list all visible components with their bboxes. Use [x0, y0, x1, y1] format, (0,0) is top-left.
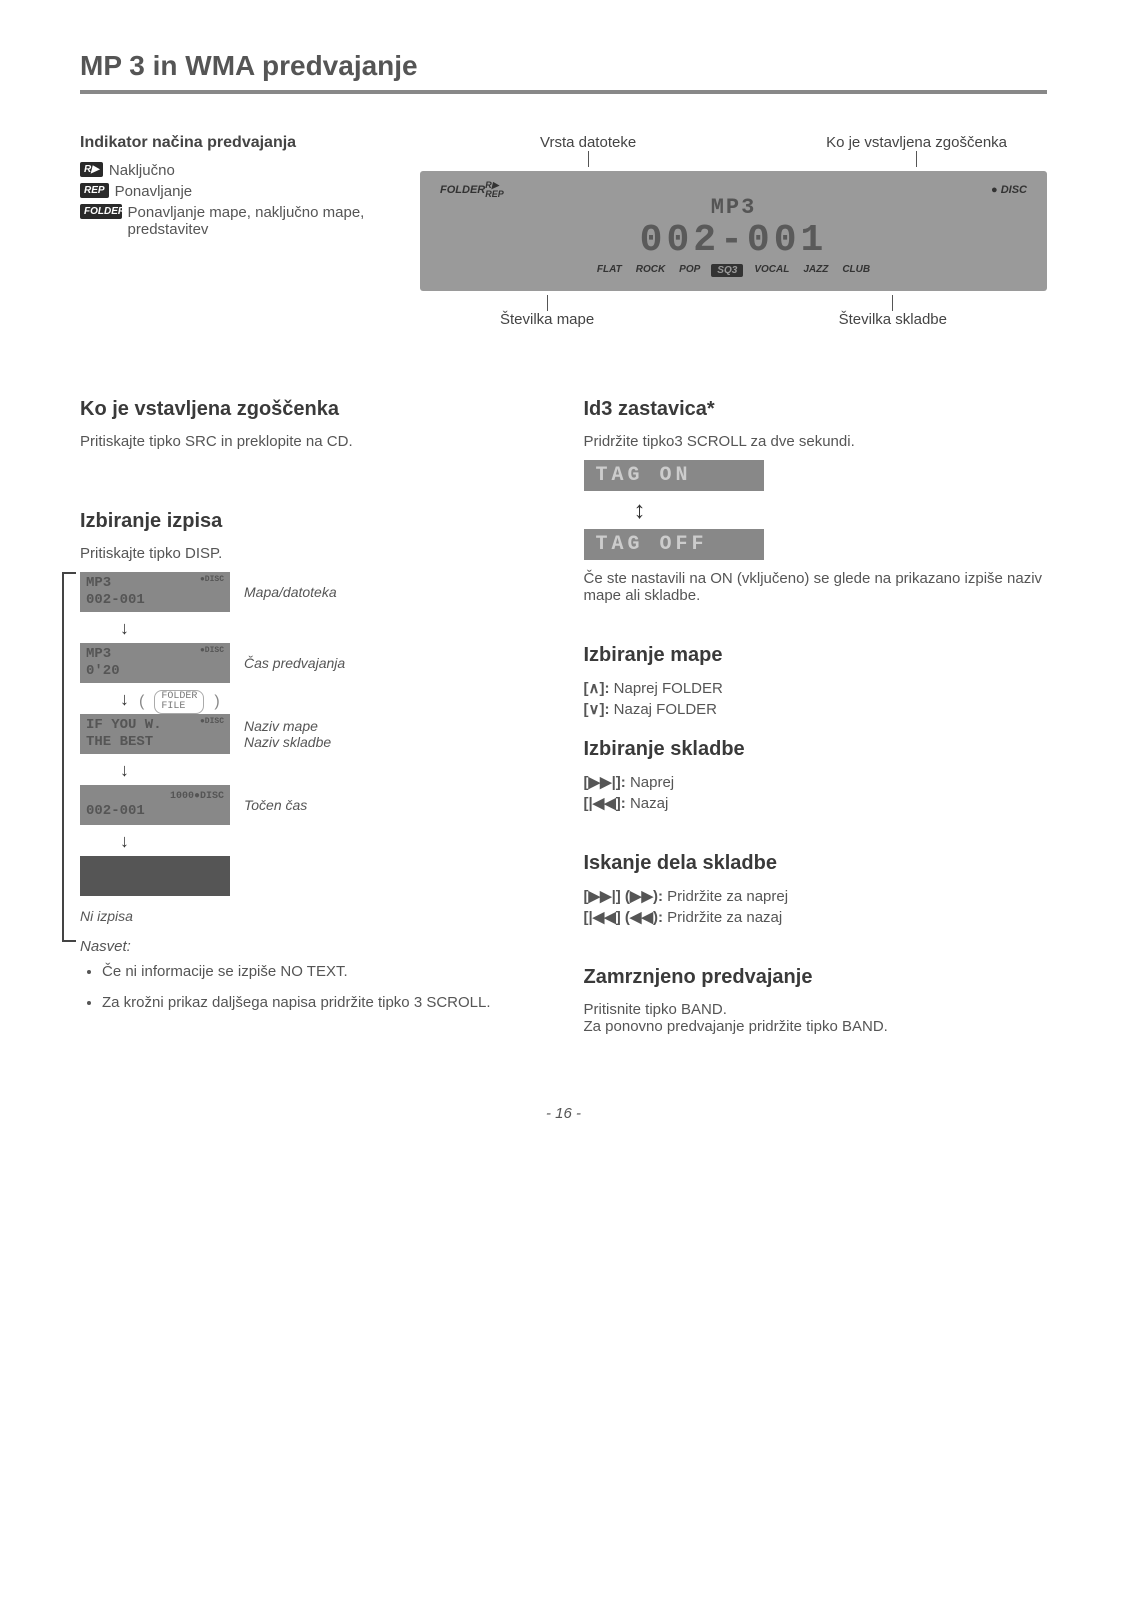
down-arrow-icon: ↓: [120, 689, 129, 710]
display-panel-wrap: Vrsta datoteke Ko je vstavljena zgoščenk…: [420, 134, 1047, 328]
mini-lcd-blank: [80, 856, 230, 896]
callout-bottom: Številka mape Številka skladbe: [420, 291, 1047, 328]
left-column: Ko je vstavljena zgoščenka Pritiskajte t…: [80, 378, 544, 1045]
bullet-item: Če ni informacije se izpiše NO TEXT.: [102, 963, 544, 980]
bullet-list: Če ni informacije se izpiše NO TEXT. Za …: [80, 963, 544, 1011]
two-col: Ko je vstavljena zgoščenka Pritiskajte t…: [80, 378, 1047, 1045]
badge-rep-icon: REP: [80, 183, 109, 198]
sec-display-select-title: Izbiranje izpisa: [80, 510, 544, 533]
mini-lcd: MP3●DISC 002-001: [80, 572, 230, 612]
lcd-format: MP3: [440, 197, 1027, 219]
loop-bracket-icon: [62, 572, 76, 942]
disp-row: MP3●DISC 002-001 Mapa/datoteka: [80, 572, 544, 612]
down-symbol-icon: [∨]:: [584, 701, 610, 718]
eq-flat: FLAT: [594, 264, 625, 277]
sec-id3-text: Pridržite tipko3 SCROLL za dve sekundi.: [584, 433, 1048, 450]
eq-club: CLUB: [839, 264, 873, 277]
control-list: [▶▶|] (▶▶): Pridržite za naprej [|◀◀] (◀…: [584, 887, 1048, 926]
tag-off-display: TAG OFF: [584, 529, 764, 560]
disp-container: MP3●DISC 002-001 Mapa/datoteka ↓ MP3●DIS…: [80, 572, 544, 896]
sec-pause-text: Pritisnite tipko BAND. Za ponovno predva…: [584, 1001, 1048, 1035]
lcd-panel: FOLDER R▶ REP ● DISC MP3 002-001 FLAT RO…: [420, 171, 1047, 291]
control-text: Pridržite za naprej: [667, 888, 788, 905]
control-text: Nazaj: [630, 795, 668, 812]
sec-seek-title: Iskanje dela skladbe: [584, 852, 1048, 875]
callout-top: Vrsta datoteke Ko je vstavljena zgoščenk…: [420, 134, 1047, 171]
indicator-item: REP Ponavljanje: [80, 183, 390, 200]
rw-symbol-icon: [|◀◀] (◀◀):: [584, 909, 663, 926]
control-list: [∧]: Naprej FOLDER [∨]: Nazaj FOLDER: [584, 679, 1048, 718]
indicator-item: FOLDER Ponavljanje mape, naključno mape,…: [80, 204, 390, 238]
lcd-disc-label: ● DISC: [991, 184, 1027, 196]
indicator-text: Ponavljanje: [115, 183, 193, 200]
title-rule: [80, 90, 1047, 94]
eq-sq3: SQ3: [711, 264, 743, 277]
badge-folder-icon: FOLDER: [80, 204, 122, 219]
indicator-text: Naključno: [109, 162, 175, 179]
indicator-text: Ponavljanje mape, naključno mape, predst…: [128, 204, 390, 238]
down-arrow-icon: ↓: [120, 618, 544, 639]
eq-jazz: JAZZ: [800, 264, 831, 277]
callout-track-num: Številka skladbe: [839, 295, 947, 328]
disp-label: Mapa/datoteka: [244, 584, 337, 600]
sec-disc-inserted-text: Pritiskajte tipko SRC in preklopite na C…: [80, 433, 544, 450]
down-arrow-icon: ↓: [120, 760, 544, 781]
eq-pop: POP: [676, 264, 703, 277]
callout-folder-num: Številka mape: [500, 295, 594, 328]
control-text: Nazaj FOLDER: [614, 701, 717, 718]
control-text: Naprej: [630, 774, 674, 791]
note-title: Nasvet:: [80, 938, 544, 955]
indicator-section: Indikator načina predvajanja R▶ Naključn…: [80, 134, 390, 328]
prev-symbol-icon: [|◀◀]:: [584, 795, 626, 812]
lcd-rep-label: R▶ REP: [485, 181, 504, 199]
updown-arrow-icon: ↕: [634, 497, 1048, 525]
disp-row: MP3●DISC 0'20 Čas predvajanja: [80, 643, 544, 683]
callout-disc: Ko je vstavljena zgoščenka: [826, 134, 1007, 167]
disp-label: Naziv mape Naziv skladbe: [244, 718, 331, 750]
lcd-main-text: 002-001: [440, 219, 1027, 262]
ff-symbol-icon: [▶▶|] (▶▶):: [584, 888, 663, 905]
no-display-label: Ni izpisa: [80, 908, 544, 924]
indicator-item: R▶ Naključno: [80, 162, 390, 179]
sec-disc-inserted-title: Ko je vstavljena zgoščenka: [80, 398, 544, 421]
next-symbol-icon: [▶▶|]:: [584, 774, 626, 791]
page-title: MP 3 in WMA predvajanje: [80, 50, 1047, 82]
lcd-eq-row: FLAT ROCK POP SQ3 VOCAL JAZZ CLUB: [440, 264, 1027, 277]
control-text: Pridržite za nazaj: [667, 909, 782, 926]
top-section: Indikator načina predvajanja R▶ Naključn…: [80, 134, 1047, 328]
eq-vocal: VOCAL: [751, 264, 792, 277]
callout-filetype: Vrsta datoteke: [540, 134, 636, 167]
right-column: Id3 zastavica* Pridržite tipko3 SCROLL z…: [584, 378, 1048, 1045]
disp-label: Točen čas: [244, 797, 307, 813]
eq-rock: ROCK: [633, 264, 668, 277]
page-number: - 16 -: [80, 1105, 1047, 1122]
mini-lcd: IF YOU W.●DISC THE BEST: [80, 714, 230, 754]
disp-label: Čas predvajanja: [244, 655, 345, 671]
sec-track-select-title: Izbiranje skladbe: [584, 738, 1048, 761]
sec-id3-text2: Če ste nastavili na ON (vključeno) se gl…: [584, 570, 1048, 604]
badge-random-icon: R▶: [80, 162, 103, 177]
control-list: [▶▶|]: Naprej [|◀◀]: Nazaj: [584, 773, 1048, 812]
indicator-heading: Indikator načina predvajanja: [80, 134, 390, 152]
sec-display-select-text: Pritiskajte tipko DISP.: [80, 545, 544, 562]
mini-lcd: MP3●DISC 0'20: [80, 643, 230, 683]
folder-file-label: FOLDER FILE: [154, 690, 204, 714]
disp-row: [80, 856, 544, 896]
bullet-item: Za krožni prikaz daljšega napisa pridrži…: [102, 994, 544, 1011]
up-symbol-icon: [∧]:: [584, 680, 610, 697]
sec-pause-title: Zamrznjeno predvajanje: [584, 966, 1048, 989]
lcd-folder-label: FOLDER: [440, 184, 485, 196]
control-text: Naprej FOLDER: [614, 680, 723, 697]
mini-lcd: 1000●DISC 002-001: [80, 785, 230, 825]
disp-row: 1000●DISC 002-001 Točen čas: [80, 785, 544, 825]
sec-id3-title: Id3 zastavica*: [584, 398, 1048, 421]
tag-on-display: TAG ON: [584, 460, 764, 491]
sec-folder-select-title: Izbiranje mape: [584, 644, 1048, 667]
down-arrow-icon: ↓: [120, 831, 544, 852]
disp-row: IF YOU W.●DISC THE BEST Naziv mape Naziv…: [80, 714, 544, 754]
